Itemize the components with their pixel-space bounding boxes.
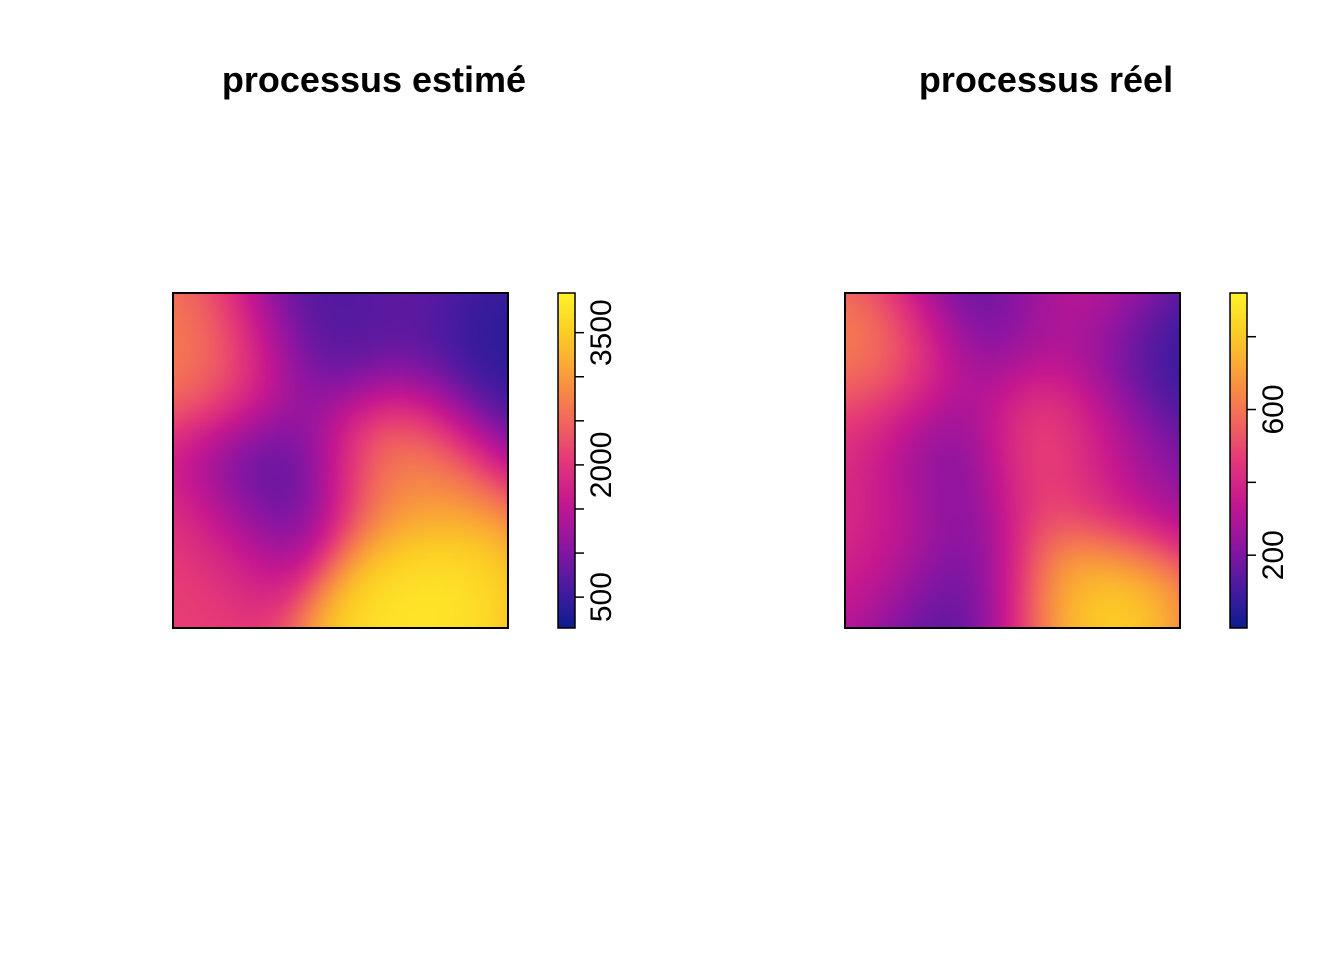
plot-frame-real: [844, 292, 1181, 629]
heatmap-real: [845, 293, 1180, 628]
colorbar-real: 200 600: [1229, 292, 1290, 629]
heatmap-estimated: [173, 293, 508, 628]
heatmap-image-real: [845, 293, 1180, 628]
colorbar-estimated: 500 2000 3500: [557, 292, 618, 629]
panel-real: processus réel 200 600: [844, 59, 1290, 629]
colorbar-gradient-real: [1229, 292, 1248, 629]
heatmap-image-estimated: [173, 293, 508, 628]
colorbar-tick-label-estimated: 500: [585, 572, 618, 622]
colorbar-tick-label-estimated: 2000: [585, 432, 618, 499]
plot-frame-estimated: [172, 292, 509, 629]
colorbar-tick-label-real: 200: [1257, 530, 1290, 580]
chart-title-estimated: processus estimé: [222, 59, 526, 100]
colorbar-gradient-estimated: [557, 292, 576, 629]
colorbar-tick-label-estimated: 3500: [585, 299, 618, 366]
colorbar-tick-label-real: 600: [1257, 384, 1290, 434]
chart-title-real: processus réel: [919, 59, 1173, 100]
panel-estimated: processus estimé 500 2000 3500: [172, 59, 618, 629]
